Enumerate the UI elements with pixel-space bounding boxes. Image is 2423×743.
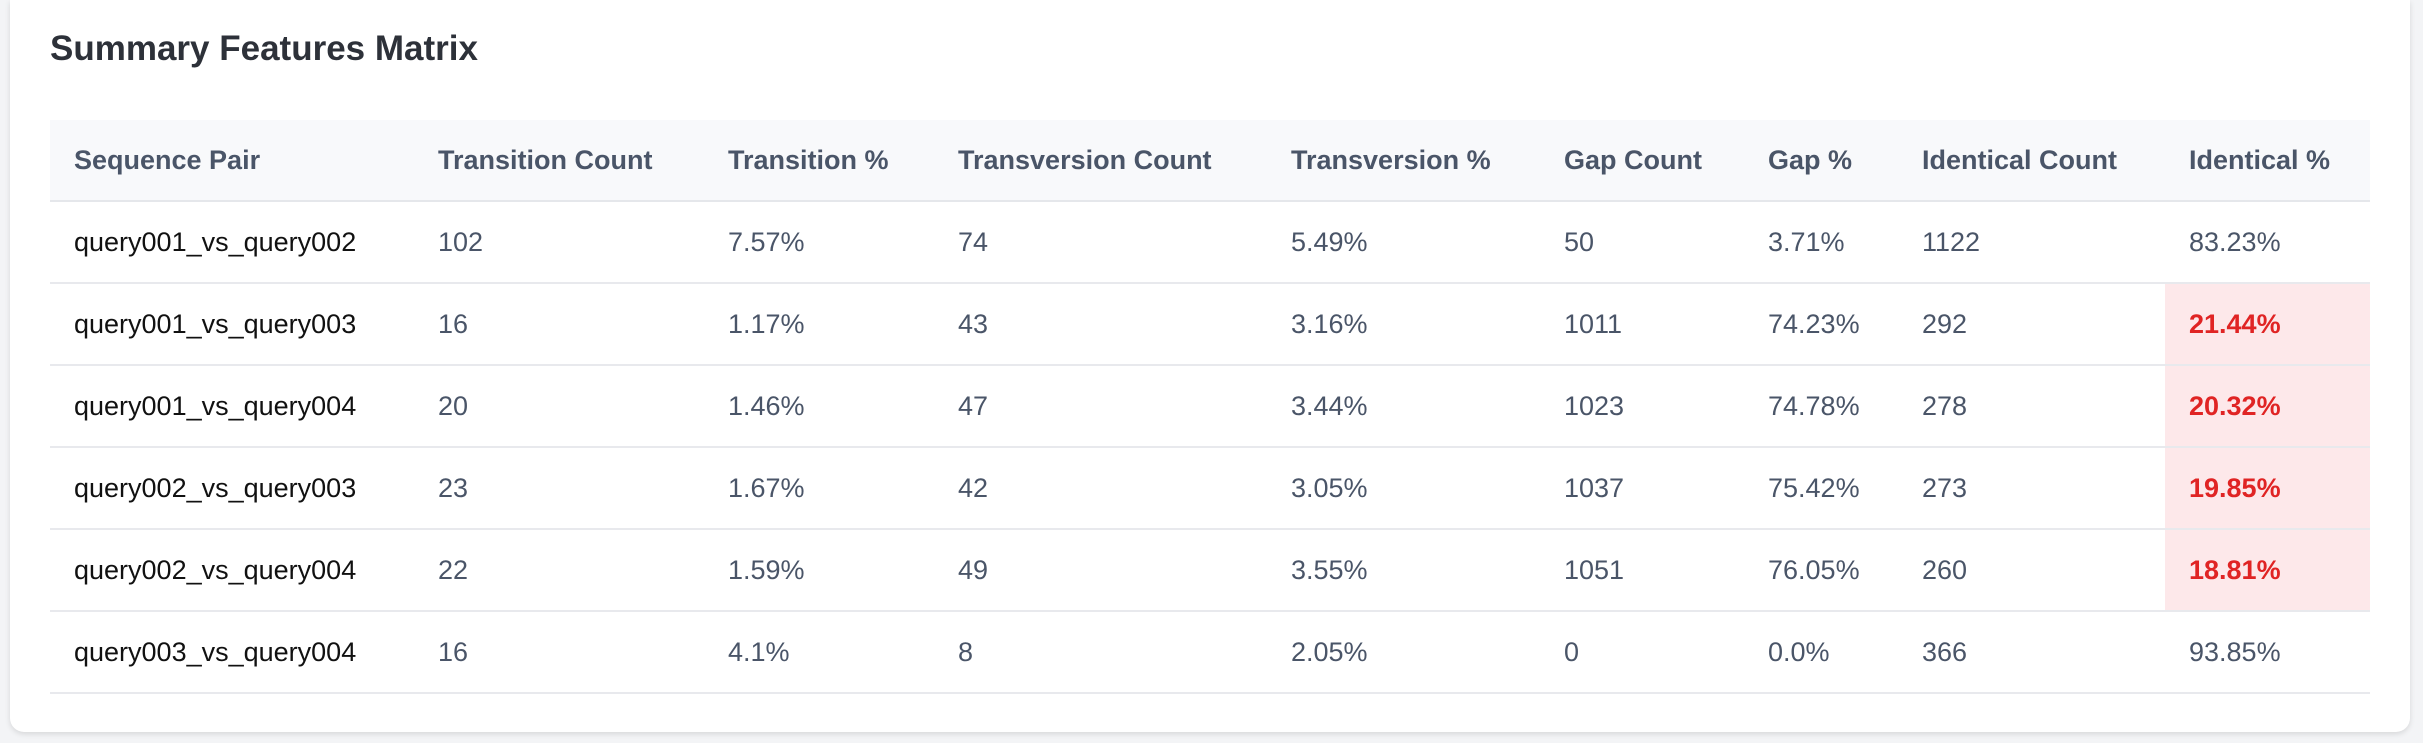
cell-gap-count: 50 bbox=[1540, 201, 1744, 284]
cell-identical-count: 292 bbox=[1898, 283, 2165, 366]
cell-identical-pct-low: 20.32% bbox=[2165, 365, 2370, 448]
cell-identical-pct-low: 18.81% bbox=[2165, 529, 2370, 612]
cell-identical-pct: 83.23% bbox=[2165, 201, 2370, 284]
cell-transition-pct: 7.57% bbox=[704, 201, 934, 284]
cell-transition-count: 102 bbox=[414, 201, 704, 284]
column-header-transition-pct[interactable]: Transition % bbox=[704, 120, 934, 202]
cell-sequence-pair: query002_vs_query003 bbox=[50, 447, 414, 530]
cell-identical-count: 278 bbox=[1898, 365, 2165, 448]
column-header-transversion-pct[interactable]: Transversion % bbox=[1267, 120, 1540, 202]
table-row: query001_vs_query003 16 1.17% 43 3.16% 1… bbox=[50, 283, 2370, 366]
table-row: query001_vs_query002 102 7.57% 74 5.49% … bbox=[50, 201, 2370, 284]
cell-transition-count: 16 bbox=[414, 283, 704, 366]
cell-transition-count: 22 bbox=[414, 529, 704, 612]
cell-identical-count: 1122 bbox=[1898, 201, 2165, 284]
cell-identical-pct-low: 21.44% bbox=[2165, 283, 2370, 366]
column-header-transition-count[interactable]: Transition Count bbox=[414, 120, 704, 202]
cell-gap-pct: 3.71% bbox=[1744, 201, 1898, 284]
cell-transversion-count: 8 bbox=[934, 611, 1267, 694]
cell-transition-pct: 1.46% bbox=[704, 365, 934, 448]
cell-gap-pct: 76.05% bbox=[1744, 529, 1898, 612]
cell-transversion-pct: 3.05% bbox=[1267, 447, 1540, 530]
cell-transversion-pct: 3.44% bbox=[1267, 365, 1540, 448]
cell-sequence-pair: query001_vs_query003 bbox=[50, 283, 414, 366]
cell-transversion-pct: 5.49% bbox=[1267, 201, 1540, 284]
cell-transversion-pct: 2.05% bbox=[1267, 611, 1540, 694]
column-header-transversion-count[interactable]: Transversion Count bbox=[934, 120, 1267, 202]
cell-transition-pct: 1.59% bbox=[704, 529, 934, 612]
cell-gap-pct: 74.23% bbox=[1744, 283, 1898, 366]
column-header-gap-pct[interactable]: Gap % bbox=[1744, 120, 1898, 202]
column-header-identical-pct[interactable]: Identical % bbox=[2165, 120, 2370, 202]
cell-identical-pct: 93.85% bbox=[2165, 611, 2370, 694]
cell-sequence-pair: query001_vs_query004 bbox=[50, 365, 414, 448]
cell-transversion-count: 42 bbox=[934, 447, 1267, 530]
cell-identical-count: 260 bbox=[1898, 529, 2165, 612]
cell-gap-count: 1023 bbox=[1540, 365, 1744, 448]
cell-transition-count: 23 bbox=[414, 447, 704, 530]
column-header-gap-count[interactable]: Gap Count bbox=[1540, 120, 1744, 202]
cell-sequence-pair: query001_vs_query002 bbox=[50, 201, 414, 284]
cell-transition-pct: 1.17% bbox=[704, 283, 934, 366]
cell-gap-count: 0 bbox=[1540, 611, 1744, 694]
cell-gap-pct: 0.0% bbox=[1744, 611, 1898, 694]
section-title: Summary Features Matrix bbox=[50, 29, 478, 68]
table-row: query002_vs_query004 22 1.59% 49 3.55% 1… bbox=[50, 529, 2370, 612]
cell-transition-pct: 1.67% bbox=[704, 447, 934, 530]
table-header-row: Sequence Pair Transition Count Transitio… bbox=[50, 120, 2370, 202]
cell-transversion-pct: 3.55% bbox=[1267, 529, 1540, 612]
cell-transversion-pct: 3.16% bbox=[1267, 283, 1540, 366]
cell-transition-count: 16 bbox=[414, 611, 704, 694]
cell-transversion-count: 47 bbox=[934, 365, 1267, 448]
cell-transversion-count: 49 bbox=[934, 529, 1267, 612]
column-header-identical-count[interactable]: Identical Count bbox=[1898, 120, 2165, 202]
table-row: query003_vs_query004 16 4.1% 8 2.05% 0 0… bbox=[50, 611, 2370, 694]
cell-identical-pct-low: 19.85% bbox=[2165, 447, 2370, 530]
table-row: query002_vs_query003 23 1.67% 42 3.05% 1… bbox=[50, 447, 2370, 530]
cell-transition-count: 20 bbox=[414, 365, 704, 448]
cell-identical-count: 273 bbox=[1898, 447, 2165, 530]
cell-transition-pct: 4.1% bbox=[704, 611, 934, 694]
cell-gap-count: 1011 bbox=[1540, 283, 1744, 366]
summary-features-card: Summary Features Matrix Sequence Pair Tr… bbox=[10, 0, 2410, 732]
cell-sequence-pair: query002_vs_query004 bbox=[50, 529, 414, 612]
cell-gap-pct: 74.78% bbox=[1744, 365, 1898, 448]
column-header-sequence-pair[interactable]: Sequence Pair bbox=[50, 120, 414, 202]
cell-gap-count: 1051 bbox=[1540, 529, 1744, 612]
cell-transversion-count: 43 bbox=[934, 283, 1267, 366]
summary-features-table: Sequence Pair Transition Count Transitio… bbox=[50, 120, 2370, 694]
cell-transversion-count: 74 bbox=[934, 201, 1267, 284]
cell-sequence-pair: query003_vs_query004 bbox=[50, 611, 414, 694]
cell-gap-count: 1037 bbox=[1540, 447, 1744, 530]
cell-gap-pct: 75.42% bbox=[1744, 447, 1898, 530]
table-row: query001_vs_query004 20 1.46% 47 3.44% 1… bbox=[50, 365, 2370, 448]
cell-identical-count: 366 bbox=[1898, 611, 2165, 694]
